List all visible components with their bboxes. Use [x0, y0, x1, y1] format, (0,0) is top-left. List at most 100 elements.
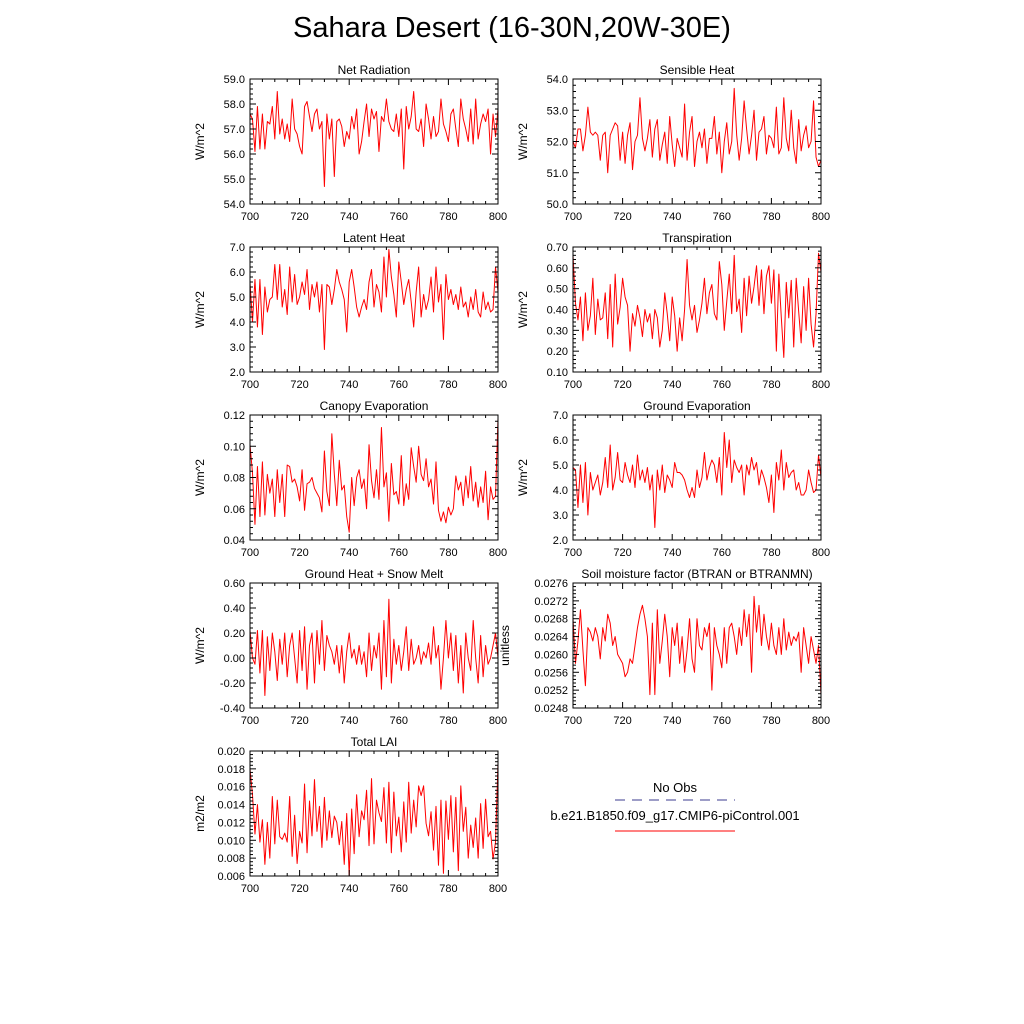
plot-frame: [572, 414, 822, 541]
plot-frame: [249, 414, 499, 541]
plot-frame: [572, 582, 822, 709]
y-tick-label: 0.010: [217, 835, 245, 847]
x-tick-label: 780: [439, 547, 457, 559]
y-tick-label: 0.0268: [534, 614, 568, 626]
x-tick-label: 700: [241, 379, 259, 391]
x-tick-label: 700: [564, 379, 582, 391]
y-tick-label: 0.70: [547, 242, 568, 254]
x-tick-label: 760: [390, 883, 408, 895]
x-tick-label: 720: [290, 211, 308, 223]
y-tick-label: 0.50: [547, 284, 568, 296]
series-line: [249, 418, 499, 533]
chart-panel-4: Canopy Evaporation W/m^2 700 720 740 760 780 80…: [193, 399, 507, 559]
x-tick-label: 720: [613, 211, 631, 223]
y-tick-label: 5.0: [553, 460, 568, 472]
y-tick-label: 0.00: [224, 653, 245, 665]
y-tick-label: 0.30: [547, 325, 568, 337]
x-tick-label: 720: [290, 547, 308, 559]
y-tick-label: 0.10: [547, 367, 568, 379]
y-axis-label: unitless: [498, 625, 512, 666]
legend-label: No Obs: [652, 780, 698, 795]
x-tick-label: 760: [713, 211, 731, 223]
x-tick-label: 740: [340, 211, 358, 223]
y-tick-label: 4.0: [230, 317, 245, 329]
y-tick-label: 0.06: [224, 504, 245, 516]
y-tick-label: 0.0256: [534, 667, 568, 679]
y-tick-label: 0.20: [224, 628, 245, 640]
y-tick-label: 5.0: [230, 292, 245, 304]
y-axis-label: W/m^2: [516, 123, 530, 160]
chart-panel-5: Ground Evaporation W/m^2 700 720 740 760 780 80…: [516, 399, 830, 559]
y-tick-label: 0.0276: [534, 578, 568, 590]
x-tick-label: 800: [489, 379, 507, 391]
y-tick-label: 58.0: [224, 99, 245, 111]
y-tick-label: 54.0: [224, 199, 245, 211]
x-tick-label: 700: [241, 547, 259, 559]
x-tick-label: 800: [489, 211, 507, 223]
x-tick-label: 720: [613, 547, 631, 559]
x-tick-label: 740: [663, 547, 681, 559]
chart-panel-8: Total LAI m2/m2 700 720 740 760 780 800 0.006 0.0…: [193, 735, 507, 895]
y-tick-label: 0.60: [224, 578, 245, 590]
y-tick-label: 6.0: [230, 267, 245, 279]
chart-panel-3: Transpiration W/m^2 700 720 740 760 780 800 0.10…: [516, 231, 830, 391]
x-tick-label: 760: [390, 211, 408, 223]
x-tick-label: 740: [340, 715, 358, 727]
y-tick-label: 0.10: [224, 441, 245, 453]
chart-title: Ground Heat + Snow Melt: [305, 567, 444, 581]
legend-swatch-solid: [615, 830, 735, 832]
x-tick-label: 780: [439, 715, 457, 727]
legend-swatch-dashed: [615, 799, 735, 801]
x-tick-label: 700: [564, 211, 582, 223]
x-tick-label: 780: [762, 715, 780, 727]
y-tick-label: 0.016: [217, 782, 245, 794]
legend-label: b.e21.B1850.f09_g17.CMIP6-piControl.001: [550, 808, 800, 823]
x-tick-label: 800: [812, 547, 830, 559]
x-tick-label: 780: [439, 211, 457, 223]
y-tick-label: 51.0: [547, 168, 568, 180]
y-tick-label: 0.008: [217, 853, 245, 865]
x-tick-label: 760: [390, 379, 408, 391]
chart-panel-7: Soil moisture factor (BTRAN or BTRANMN) u…: [498, 567, 830, 727]
y-tick-label: 0.04: [224, 535, 245, 547]
series-line: [572, 87, 822, 174]
legend-item-model: b.e21.B1850.f09_g17.CMIP6-piControl.001: [520, 808, 830, 835]
x-tick-label: 740: [663, 715, 681, 727]
y-tick-label: 0.012: [217, 817, 245, 829]
chart-title: Transpiration: [662, 231, 732, 245]
x-tick-label: 760: [390, 715, 408, 727]
y-tick-label: 2.0: [230, 367, 245, 379]
y-tick-label: 7.0: [553, 410, 568, 422]
y-tick-label: 6.0: [553, 435, 568, 447]
chart-title: Sensible Heat: [660, 63, 735, 77]
x-tick-label: 720: [613, 379, 631, 391]
x-tick-label: 740: [663, 379, 681, 391]
y-tick-label: 0.0272: [534, 596, 568, 608]
x-tick-label: 720: [290, 715, 308, 727]
x-tick-label: 800: [489, 883, 507, 895]
x-tick-label: 740: [340, 547, 358, 559]
x-tick-label: 700: [564, 547, 582, 559]
x-tick-label: 700: [241, 211, 259, 223]
x-tick-label: 760: [713, 715, 731, 727]
series-line: [249, 762, 499, 876]
series-line: [572, 252, 822, 358]
x-tick-label: 800: [812, 715, 830, 727]
y-tick-label: 59.0: [224, 74, 245, 86]
y-tick-label: 52.0: [547, 137, 568, 149]
chart-title: Latent Heat: [343, 231, 406, 245]
series-line: [249, 249, 499, 350]
y-axis-label: W/m^2: [193, 627, 207, 664]
y-tick-label: 0.020: [217, 746, 245, 758]
chart-panel-0: Net Radiation W/m^2 700 720 740 760 780 800 54.0…: [193, 63, 507, 223]
series-line: [249, 598, 499, 696]
chart-title: Soil moisture factor (BTRAN or BTRANMN): [581, 567, 812, 581]
plot-frame: [249, 78, 499, 205]
x-tick-label: 700: [564, 715, 582, 727]
y-axis-label: W/m^2: [193, 459, 207, 496]
x-tick-label: 800: [489, 547, 507, 559]
y-tick-label: 2.0: [553, 535, 568, 547]
y-axis-label: W/m^2: [516, 291, 530, 328]
x-tick-label: 800: [812, 379, 830, 391]
x-tick-label: 780: [439, 379, 457, 391]
